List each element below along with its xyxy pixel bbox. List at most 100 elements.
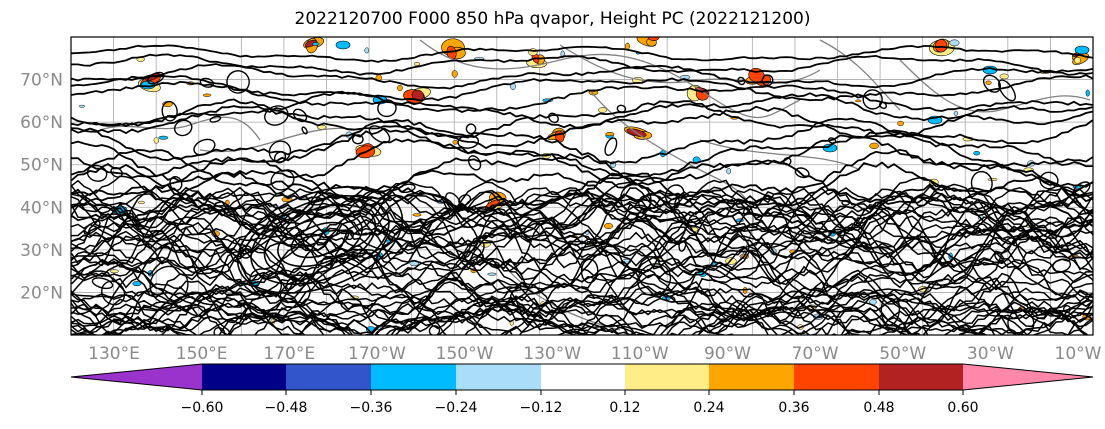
contour-loop (1007, 309, 1035, 335)
qvapor-negative-blob (949, 39, 960, 47)
contour-loop (1062, 305, 1071, 314)
longitude-label: 170°W (348, 344, 406, 364)
height-contour (71, 296, 1093, 335)
qvapor-negative-blob (78, 104, 86, 108)
latitude-label: 20°N (20, 283, 63, 303)
coastline (699, 139, 861, 171)
height-contour (71, 196, 1093, 242)
contour-loop (783, 157, 792, 166)
height-contour (71, 282, 1093, 326)
contour-loop (173, 119, 193, 137)
figure-title: 2022120700 F000 850 hPa qvapor, Height P… (294, 9, 811, 29)
latitude-label: 50°N (20, 156, 63, 176)
colorbar-tick-label: 0.12 (609, 400, 640, 416)
longitude-label: 130°E (88, 344, 140, 364)
contour-loop (548, 112, 559, 124)
map-frame (70, 36, 1094, 336)
qvapor-positive-blob (452, 139, 459, 145)
contour-loop (637, 263, 672, 296)
colorbar-tick-label: 0.60 (947, 400, 978, 416)
contour-loop (345, 229, 355, 241)
qvapor-positive-blob (897, 120, 904, 127)
contour-loop (638, 195, 652, 211)
height-contour (71, 218, 1093, 289)
colorbar-tick-label: −0.36 (350, 400, 393, 416)
contour-loop (161, 100, 178, 122)
map-panel (70, 36, 1094, 336)
longitude-label: 50°W (879, 344, 926, 364)
height-contour (71, 301, 1093, 335)
colorbar-tick-label: 0.48 (863, 400, 894, 416)
height-contour (71, 208, 1093, 273)
contour-loop (737, 76, 746, 86)
height-contour (71, 186, 1093, 218)
height-contour (71, 234, 1093, 293)
colorbar-swatch (456, 364, 541, 390)
qvapor-positive-blob (413, 62, 421, 66)
contour-loop (236, 186, 404, 294)
qvapor-positive-blob (397, 84, 403, 92)
contour-loop (149, 265, 189, 305)
qvapor-negative-blob (726, 167, 731, 175)
contour-loop (237, 299, 248, 307)
contour-loop (351, 134, 364, 145)
contour-loop (226, 70, 250, 94)
longitude-label: 10°W (1055, 344, 1102, 364)
contour-loop (263, 203, 377, 277)
contour-loop (368, 125, 391, 144)
height-contour (71, 206, 1093, 255)
contour-loop (147, 71, 165, 85)
height-contour (71, 179, 1093, 239)
height-contour (71, 220, 1093, 258)
latitude-label: 40°N (20, 198, 63, 218)
contour-loop (83, 220, 101, 235)
height-contour (71, 63, 1093, 90)
height-contour (71, 311, 1093, 335)
qvapor-positive-blob (647, 37, 660, 42)
qvapor-negative-blob (1074, 45, 1090, 55)
height-contour (71, 134, 1093, 189)
contour-loop (377, 99, 397, 118)
longitude-label: 150°W (436, 344, 494, 364)
contour-loop (290, 221, 350, 259)
contour-loop (169, 175, 183, 192)
contour-loop (398, 183, 416, 194)
qvapor-negative-blob (132, 281, 142, 287)
latitude-label: 70°N (20, 71, 63, 91)
colorbar-extend-high (963, 364, 1093, 390)
contour-loop (664, 184, 685, 205)
colorbar-extend-low (71, 364, 202, 390)
height-contour (71, 98, 1093, 139)
height-contour (71, 270, 1093, 306)
qvapor-negative-blob (487, 272, 497, 276)
colorbar-swatch (371, 364, 456, 390)
colorbar-tick-label: 0.24 (693, 400, 724, 416)
qvapor-positive-blob (985, 80, 992, 85)
contour-loop (277, 212, 363, 268)
qvapor-negative-blob (335, 40, 351, 50)
contour-loop (199, 77, 215, 88)
height-contour (71, 230, 1093, 305)
contour-loop (301, 126, 308, 135)
colorbar-tick-label: −0.24 (435, 400, 478, 416)
contour-loop (998, 79, 1016, 102)
qvapor-positive-blob (202, 93, 212, 97)
contour-loop (1039, 171, 1059, 190)
height-contour (71, 285, 1093, 318)
contour-loop (458, 194, 472, 206)
colorbar-swatch (709, 364, 794, 390)
qvapor-positive-blob (999, 73, 1009, 80)
height-contour (71, 117, 1093, 165)
colorbar-swatch (202, 364, 286, 390)
contour-loop (110, 166, 123, 178)
longitude-label: 70°W (792, 344, 839, 364)
qvapor-positive-blob (598, 107, 608, 113)
latitude-labels: 70°N 60°N 50°N 40°N 30°N 20°N (20, 71, 63, 304)
coastline (419, 39, 801, 119)
contour-loop (509, 285, 529, 300)
contour-loop (665, 295, 676, 303)
contour-loop (604, 137, 618, 156)
longitude-label: 150°E (176, 344, 228, 364)
height-contour (71, 90, 1093, 129)
